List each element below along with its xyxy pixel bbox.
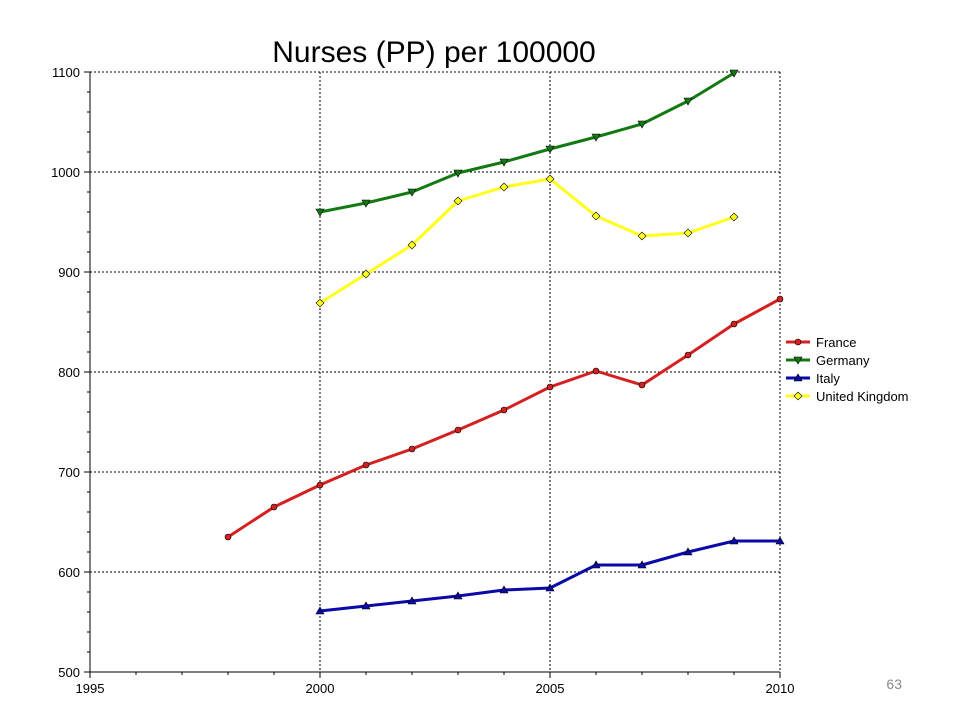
data-point-germany bbox=[499, 158, 509, 167]
series-layer bbox=[224, 69, 785, 615]
series-united-kingdom bbox=[315, 174, 739, 308]
data-point-france bbox=[224, 533, 232, 541]
y-tick-label: 600 bbox=[58, 565, 80, 580]
y-tick-label: 1000 bbox=[51, 165, 80, 180]
data-point-france bbox=[270, 503, 278, 511]
legend-marker-united-kingdom bbox=[793, 391, 803, 401]
legend-label-france: France bbox=[816, 335, 856, 350]
x-tick-label: 2005 bbox=[536, 681, 565, 696]
legend-item-france: France bbox=[786, 335, 856, 350]
grid bbox=[90, 71, 781, 672]
data-point-italy bbox=[683, 547, 693, 556]
x-tick-label: 2010 bbox=[766, 681, 795, 696]
data-point-united-kingdom bbox=[591, 211, 601, 221]
chart-title: Nurses (PP) per 100000 bbox=[272, 36, 596, 69]
data-point-italy bbox=[499, 585, 509, 594]
data-point-germany bbox=[545, 145, 555, 154]
data-point-france bbox=[730, 320, 738, 328]
series-line-germany bbox=[319, 71, 735, 214]
data-point-united-kingdom bbox=[453, 196, 463, 206]
series-italy bbox=[315, 536, 785, 615]
legend-label-germany: Germany bbox=[816, 353, 870, 368]
data-point-united-kingdom bbox=[637, 231, 647, 241]
data-point-france bbox=[316, 481, 324, 489]
page-number: 63 bbox=[886, 676, 902, 692]
legend-item-germany: Germany bbox=[786, 353, 870, 368]
data-point-italy bbox=[545, 583, 555, 592]
data-point-germany bbox=[407, 188, 417, 197]
data-point-germany bbox=[315, 208, 325, 217]
data-point-united-kingdom bbox=[361, 269, 371, 279]
legend-item-united-kingdom: United Kingdom bbox=[786, 389, 909, 404]
legend-label-united-kingdom: United Kingdom bbox=[816, 389, 909, 404]
data-point-france bbox=[776, 295, 784, 303]
data-point-italy bbox=[453, 591, 463, 600]
x-tick-label: 1995 bbox=[76, 681, 105, 696]
data-point-united-kingdom bbox=[407, 240, 417, 250]
x-tick-label: 2000 bbox=[306, 681, 335, 696]
axes: 500 600 700 800 900 1000 1100 1995 2000 2005 2010 bbox=[51, 65, 794, 696]
legend-marker-italy bbox=[793, 373, 803, 382]
data-point-italy bbox=[729, 536, 739, 545]
data-point-united-kingdom bbox=[729, 212, 739, 222]
data-point-germany bbox=[361, 199, 371, 208]
data-point-italy bbox=[775, 536, 785, 545]
data-point-germany bbox=[591, 133, 601, 142]
data-point-germany bbox=[729, 69, 739, 78]
data-point-france bbox=[546, 383, 554, 391]
legend-marker-germany bbox=[793, 356, 803, 365]
y-tick-label: 800 bbox=[58, 365, 80, 380]
data-point-france bbox=[592, 367, 600, 375]
data-point-france bbox=[362, 461, 370, 469]
data-point-italy bbox=[591, 560, 601, 569]
y-tick-label: 500 bbox=[58, 665, 80, 680]
data-point-italy bbox=[407, 596, 417, 605]
data-point-france bbox=[638, 381, 646, 389]
y-tick-label: 700 bbox=[58, 465, 80, 480]
series-germany bbox=[315, 69, 739, 217]
data-point-germany bbox=[637, 120, 647, 129]
data-point-italy bbox=[361, 601, 371, 610]
y-tick-label: 1100 bbox=[52, 65, 80, 80]
data-point-france bbox=[500, 406, 508, 414]
data-point-united-kingdom bbox=[315, 298, 325, 308]
series-line-france bbox=[227, 297, 781, 539]
data-point-france bbox=[454, 426, 462, 434]
data-point-germany bbox=[453, 169, 463, 178]
data-point-france bbox=[408, 445, 416, 453]
series-france bbox=[224, 295, 784, 541]
legend-label-italy: Italy bbox=[816, 371, 840, 386]
series-line-united-kingdom bbox=[319, 177, 735, 305]
data-point-united-kingdom bbox=[545, 174, 555, 184]
data-point-germany bbox=[683, 97, 693, 106]
legend-marker-france bbox=[794, 338, 802, 346]
legend-item-italy: Italy bbox=[786, 371, 840, 386]
legend: France Germany Italy United Kingdom bbox=[786, 335, 909, 404]
data-point-france bbox=[684, 351, 692, 359]
data-point-italy bbox=[315, 606, 325, 615]
data-point-italy bbox=[637, 560, 647, 569]
data-point-united-kingdom bbox=[499, 182, 509, 192]
y-tick-label: 900 bbox=[58, 265, 80, 280]
data-point-united-kingdom bbox=[683, 228, 693, 238]
